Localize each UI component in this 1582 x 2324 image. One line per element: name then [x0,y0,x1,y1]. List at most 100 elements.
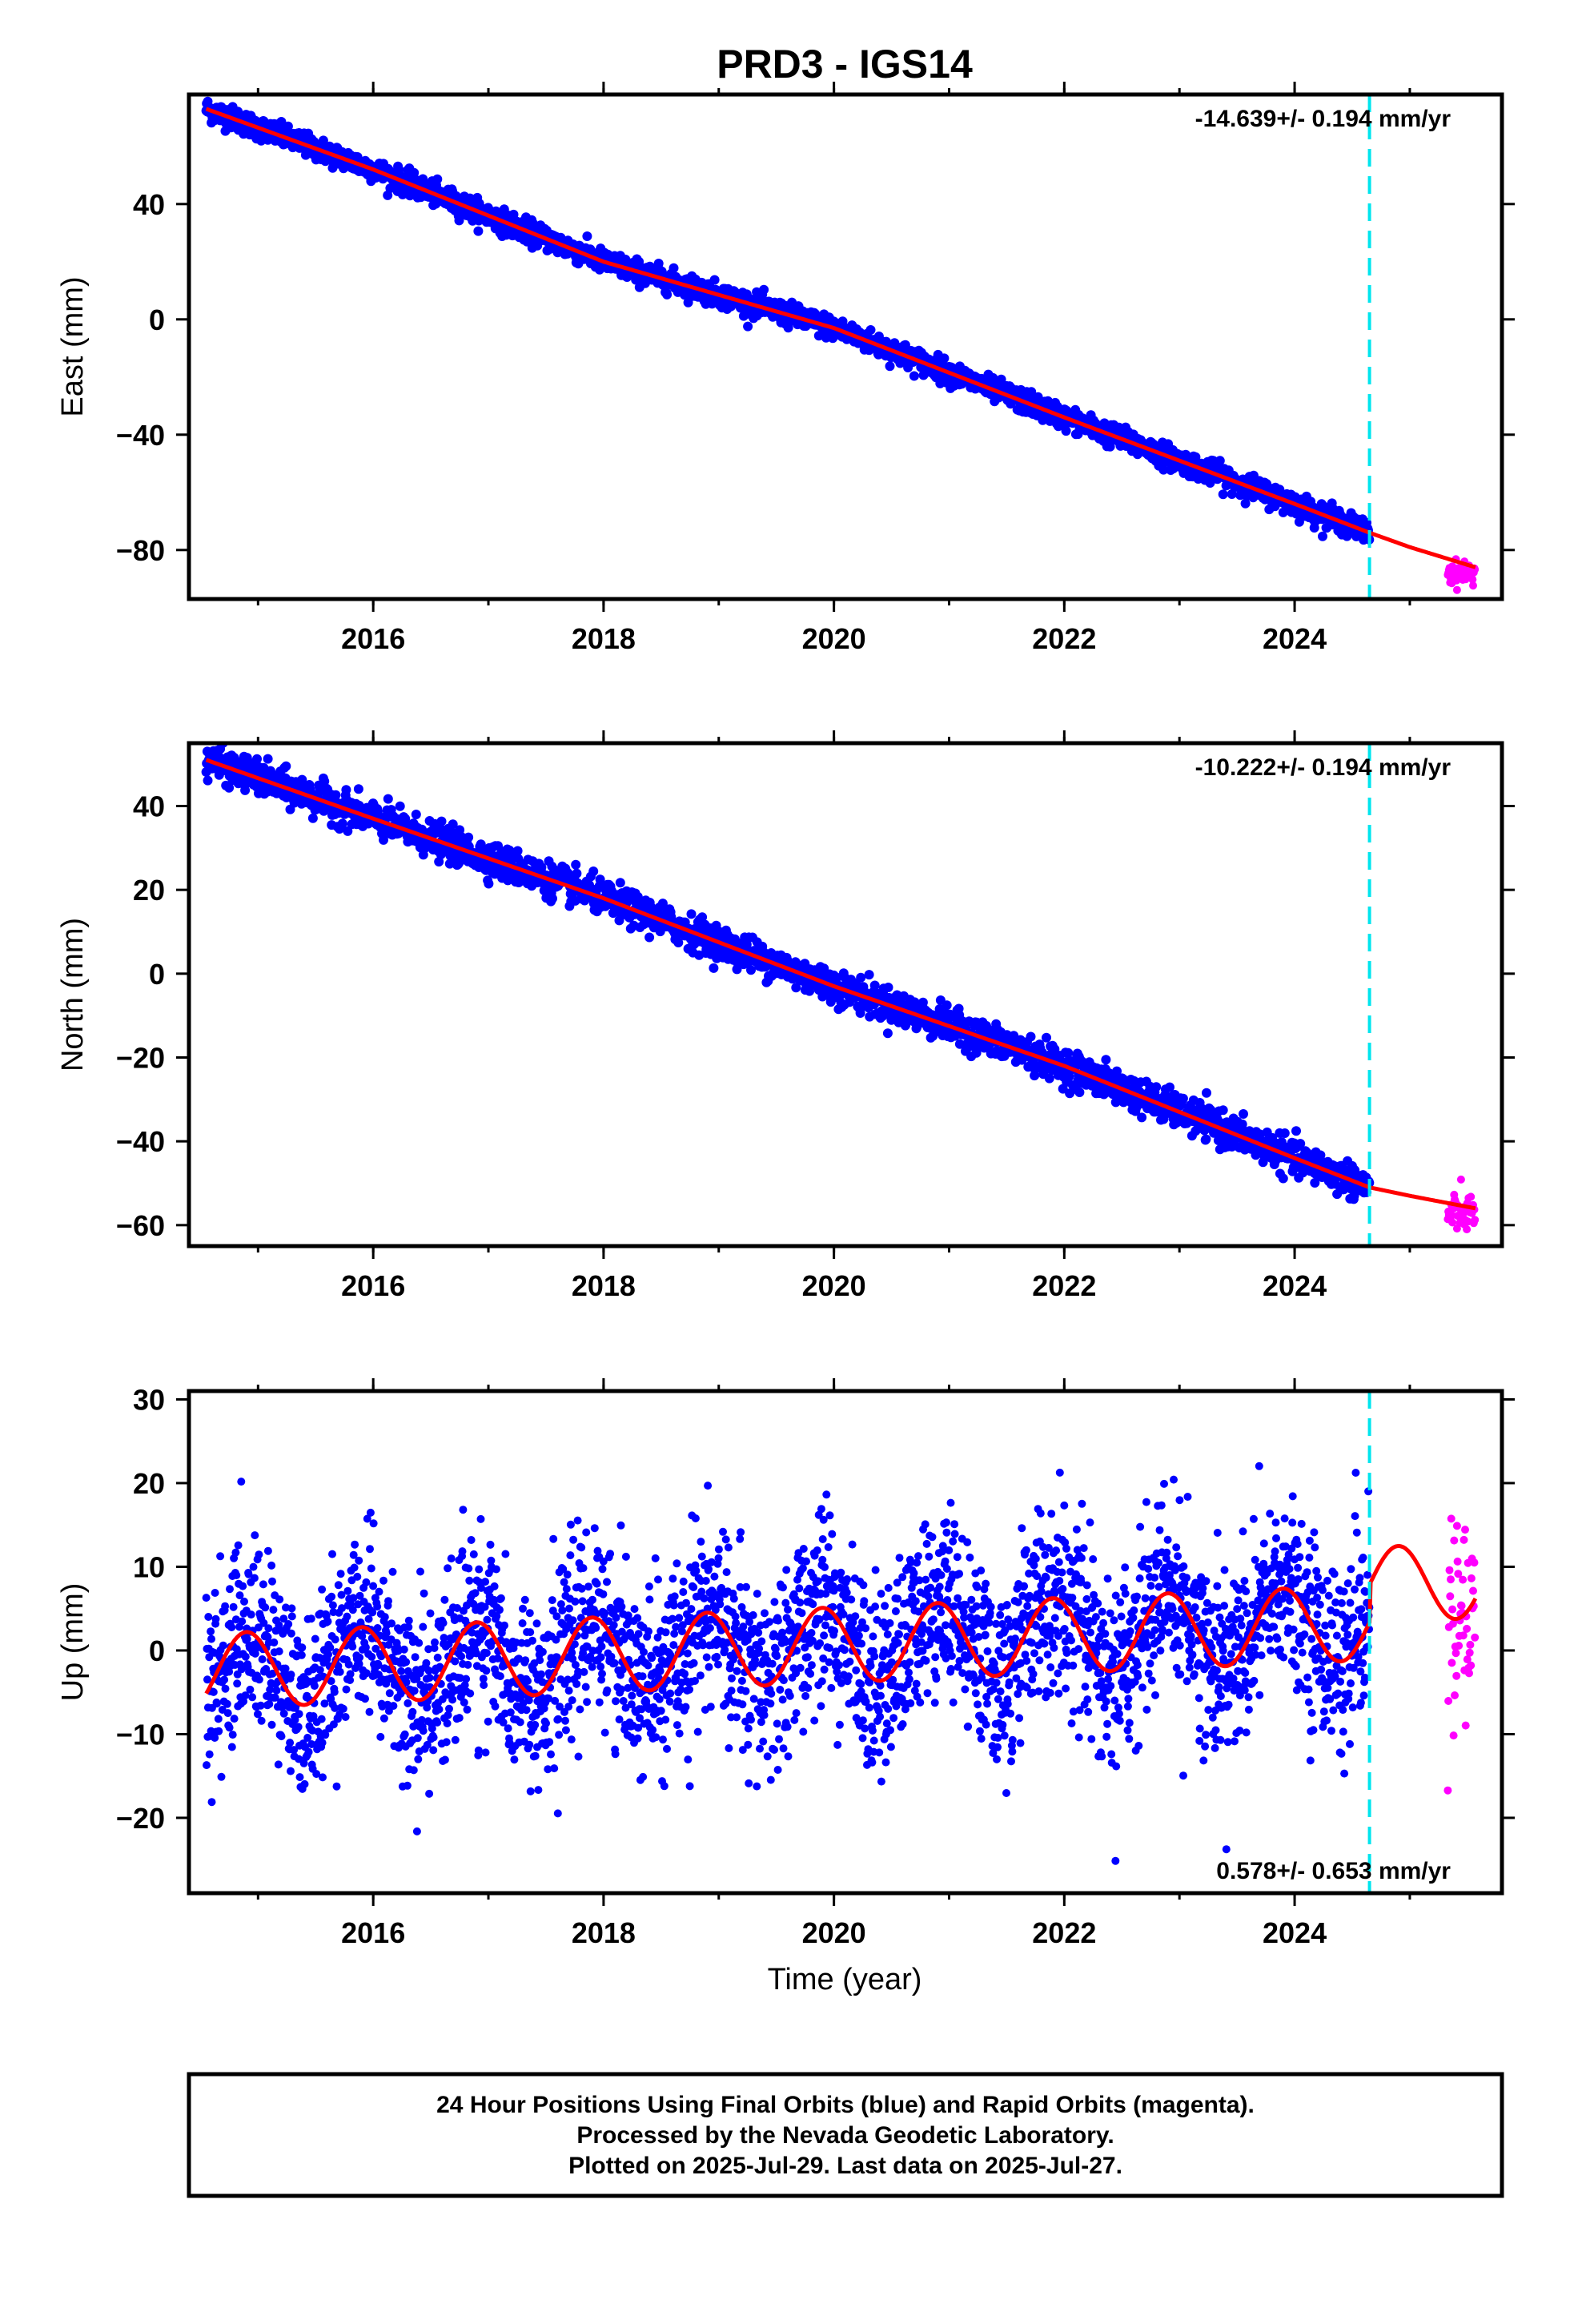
final-point [268,1577,276,1586]
velocity-label: -14.639+/- 0.194 mm/yr [1195,106,1452,132]
final-point [1227,489,1237,499]
final-point [287,1767,295,1775]
y-tick-label: 0 [149,958,165,991]
final-point [272,1686,281,1695]
final-point [571,859,581,870]
final-point [250,1574,259,1582]
final-point [882,1028,893,1039]
final-point [247,1610,255,1619]
final-point [1218,1105,1228,1116]
final-point [230,1715,239,1723]
rapid-point [1467,1192,1476,1201]
x-tick-label: 2016 [341,622,405,655]
rapid-point [1468,575,1477,584]
final-point [212,1699,221,1708]
panel-frame [187,92,1504,601]
final-point [252,754,262,764]
final-point [996,374,1006,384]
final-point [856,972,866,983]
final-point [434,857,444,866]
final-point [205,1750,214,1759]
y-tick-label: −20 [116,1042,165,1075]
final-point [263,754,273,764]
final-point [548,894,557,903]
final-point [274,1760,283,1769]
y-tick-label: 40 [133,188,165,221]
final-point [204,1613,213,1621]
final-point [239,1582,247,1590]
final-point [885,361,895,372]
x-tick-label: 2016 [341,1269,405,1302]
final-point [865,325,876,335]
final-point [263,1546,272,1555]
final-point [275,1595,284,1604]
final-point [255,1675,263,1684]
x-tick-label: 2022 [1032,622,1096,655]
final-point [942,1000,952,1011]
final-point [207,1634,215,1643]
final-point [220,1675,229,1684]
final-point [1151,1082,1162,1092]
final-point [283,121,293,131]
final-point [275,1647,283,1656]
final-point [444,858,455,869]
x-tick-label: 2020 [802,622,866,655]
final-point [207,1798,216,1807]
plot-area [202,1391,1480,1893]
final-point [1240,498,1251,509]
final-point [232,1571,241,1579]
final-point [221,1684,230,1693]
final-point [269,1606,278,1614]
final-point [223,1699,231,1708]
final-point [267,1561,276,1570]
final-point [837,316,848,327]
final-point [454,215,464,226]
final-point [1239,1109,1248,1119]
final-point [473,226,484,236]
final-point [1044,1073,1054,1084]
final-point [411,810,421,819]
x-tick-label: 2024 [1263,1269,1327,1302]
plot-area [201,94,1480,599]
final-point [287,1629,295,1638]
final-point [233,1679,242,1688]
final-point [248,1693,257,1702]
final-point [883,983,893,992]
y-tick-label: −40 [116,419,165,452]
final-point [307,1614,315,1623]
y-tick-label: −80 [116,534,165,567]
y-tick-label: −40 [116,1125,165,1158]
final-point [1208,456,1219,466]
x-tick-label: 2020 [802,1269,866,1302]
final-point [297,1651,306,1659]
final-point [240,1597,248,1606]
final-point [572,868,582,879]
final-point [1291,1126,1301,1136]
final-point [258,1655,267,1663]
final-point [295,1773,304,1782]
final-point [251,1531,259,1540]
final-point [1074,1088,1085,1097]
final-point [1026,1031,1036,1042]
final-point [287,1671,295,1679]
velocity-label: -10.222+/- 0.194 mm/yr [1195,754,1452,781]
final-point [1101,1055,1111,1065]
final-point [207,1627,215,1636]
y-axis-label: East (mm) [56,276,90,416]
final-point [261,1603,270,1612]
final-point [223,1709,232,1718]
x-tick-label: 2024 [1263,622,1327,655]
final-point [225,1723,234,1732]
final-point [219,1641,227,1650]
final-point [939,353,950,364]
final-point [1237,1119,1247,1129]
final-point [284,1620,293,1628]
final-point [909,371,919,381]
final-point [341,785,351,795]
rapid-point [1452,585,1461,594]
figure-title: PRD3 - IGS14 [717,42,973,86]
final-point [1279,1128,1290,1138]
x-tick-label: 2018 [572,1269,636,1302]
final-point [395,801,405,811]
final-point [644,932,655,943]
